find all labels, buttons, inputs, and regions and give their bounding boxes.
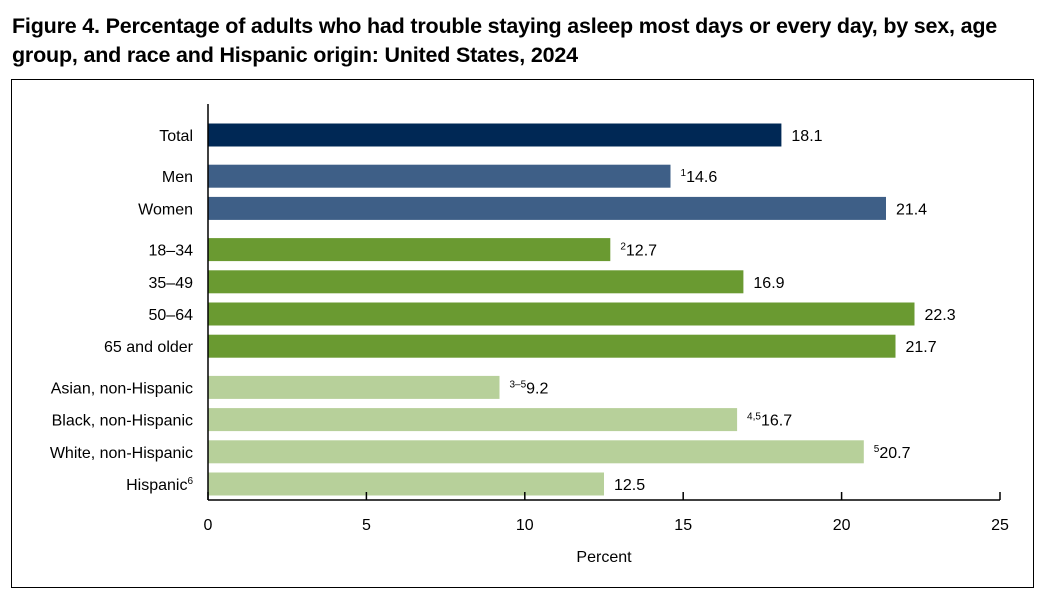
x-tick-label-15: 15 [674,517,692,534]
x-tick-label-10: 10 [516,517,534,534]
value-label-men: 114.6 [681,168,718,186]
value-label-35-49: 16.9 [753,275,784,292]
bar-asian-non-hispanic [208,375,500,399]
bar-65-and-older [208,334,896,358]
figure-title: Figure 4. Percentage of adults who had t… [12,14,998,67]
bar-white-non-hispanic [208,440,864,464]
bar-black-non-hispanic [208,408,738,432]
value-label-hispanic: 12.5 [614,477,645,494]
x-tick-label-5: 5 [362,517,371,534]
bar-18-34 [208,238,611,262]
category-label-total: Total [159,128,193,145]
value-label-50-64: 22.3 [924,307,955,324]
value-label-black-non-hispanic: 4,516.7 [747,412,792,430]
x-axis-title: Percent [576,549,632,566]
x-tick-label-20: 20 [833,517,851,534]
bar-50-64 [208,302,915,326]
bar-total [208,123,782,147]
bar-35-49 [208,270,744,294]
category-label-18-34: 18–34 [149,243,194,260]
value-label-total: 18.1 [791,128,822,145]
category-label-men: Men [162,169,193,186]
value-label-asian-non-hispanic: 3–59.2 [509,379,548,397]
x-tick-label-0: 0 [204,517,213,534]
category-label-50-64: 50–64 [149,307,194,324]
bar-women [208,196,886,220]
bar-hispanic [208,472,604,496]
category-label-hispanic: Hispanic6 [126,476,193,494]
bar-chart: Total 18.1 Men 114.6 Women 21.4 18–34 212.7 35–4… [50,104,1009,566]
value-label-women: 21.4 [896,201,927,218]
x-tick-label-25: 25 [991,517,1009,534]
category-label-women: Women [138,201,193,218]
value-label-white-non-hispanic: 520.7 [874,444,911,462]
chart-frame: Total 18.1 Men 114.6 Women 21.4 18–34 212.7 35–4… [11,79,1034,588]
category-label-white-non-hispanic: White, non-Hispanic [50,445,193,462]
bar-men [208,164,671,188]
category-label-asian-non-hispanic: Asian, non-Hispanic [51,380,193,397]
category-label-black-non-hispanic: Black, non-Hispanic [52,413,193,430]
category-label-35-49: 35–49 [149,275,194,292]
value-label-65-and-older: 21.7 [905,339,936,356]
value-label-18-34: 212.7 [620,242,657,260]
category-label-65-and-older: 65 and older [104,339,194,356]
